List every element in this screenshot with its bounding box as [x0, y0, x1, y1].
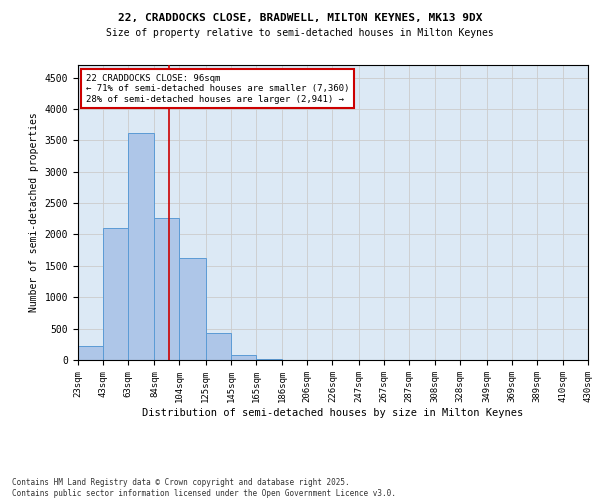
- Bar: [179, 258, 206, 360]
- Text: 22, CRADDOCKS CLOSE, BRADWELL, MILTON KEYNES, MK13 9DX: 22, CRADDOCKS CLOSE, BRADWELL, MILTON KE…: [118, 12, 482, 22]
- Text: Contains HM Land Registry data © Crown copyright and database right 2025.
Contai: Contains HM Land Registry data © Crown c…: [12, 478, 396, 498]
- X-axis label: Distribution of semi-detached houses by size in Milton Keynes: Distribution of semi-detached houses by …: [142, 408, 524, 418]
- Bar: [103, 228, 128, 360]
- Text: 22 CRADDOCKS CLOSE: 96sqm
← 71% of semi-detached houses are smaller (7,360)
28% : 22 CRADDOCKS CLOSE: 96sqm ← 71% of semi-…: [86, 74, 349, 104]
- Text: Size of property relative to semi-detached houses in Milton Keynes: Size of property relative to semi-detach…: [106, 28, 494, 38]
- Bar: [206, 333, 231, 360]
- Bar: [231, 355, 256, 360]
- Bar: [128, 133, 154, 360]
- Y-axis label: Number of semi-detached properties: Number of semi-detached properties: [29, 112, 39, 312]
- Bar: [78, 346, 103, 360]
- Bar: [154, 218, 179, 360]
